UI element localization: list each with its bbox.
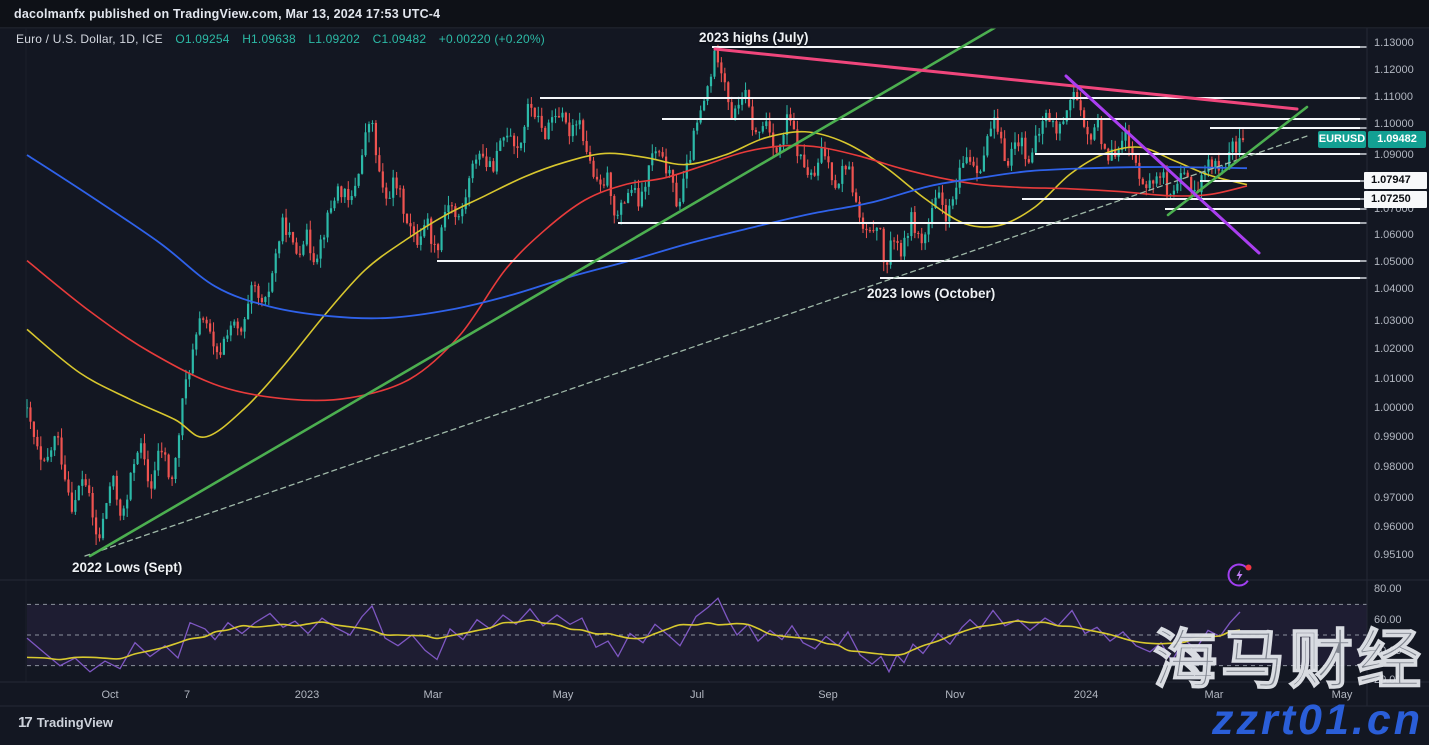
ohlc-open: O1.09254 (175, 32, 230, 46)
price-axis-label: 1.01000 (1374, 373, 1414, 385)
annotation-2022-lows: 2022 Lows (Sept) (72, 560, 183, 575)
lightning-icon[interactable] (1226, 561, 1256, 591)
purple-steep-resistance (1064, 74, 1261, 255)
attribution-bar: dacolmanfx published on TradingView.com,… (0, 0, 1429, 28)
price-axis-label: 0.98000 (1374, 461, 1414, 473)
chart-legend[interactable]: Euro / U.S. Dollar, 1D, ICE O1.09254 H1.… (16, 32, 545, 46)
price-axis-label: 0.96000 (1374, 521, 1414, 533)
level-badge-107947: 1.07947 (1364, 172, 1427, 189)
rsi-axis-label: 40.00 (1374, 645, 1402, 657)
time-axis-label: Nov (945, 689, 965, 701)
level-badge-107250: 1.07250 (1364, 191, 1427, 208)
time-axis-label: Sep (818, 689, 838, 701)
tradingview-logo-text: TradingView (36, 715, 114, 730)
rsi-axis-label: 80.00 (1374, 583, 1402, 595)
tradingview-logo-icon: 17 (18, 714, 33, 731)
rsi-axis-label: 20.00 (1374, 674, 1402, 686)
price-axis-label: 1.09000 (1374, 149, 1414, 161)
green-short-support (1166, 105, 1309, 217)
time-axis-label: 2023 (294, 689, 320, 701)
price-axis-label: 1.04000 (1374, 283, 1414, 295)
rsi-axis-label: 60.00 (1374, 614, 1402, 626)
watermark-cn: 海马财经 (1152, 623, 1425, 697)
price-axis-label: 1.12000 (1374, 64, 1414, 76)
price-axis-label: 1.03000 (1374, 315, 1414, 327)
rsi-ma-line (26, 619, 1241, 661)
symbol-title: Euro / U.S. Dollar, 1D, ICE (16, 32, 163, 46)
time-axis-label: May (1331, 689, 1353, 701)
green-long-support (88, 18, 1010, 558)
price-axis-label: 1.10000 (1374, 118, 1414, 130)
ohlc-close: C1.09482 (372, 32, 427, 46)
price-axis-label: 0.95100 (1374, 549, 1414, 561)
symbol-badge: EURUSD (1318, 131, 1366, 148)
price-axis-label: 1.00000 (1374, 402, 1414, 414)
ma-mid-red (26, 144, 1248, 402)
attribution-text: dacolmanfx published on TradingView.com,… (14, 7, 441, 21)
time-axis-label: 2024 (1073, 689, 1099, 701)
time-axis-label: Mar (1204, 689, 1224, 701)
time-axis-label: Mar (423, 689, 443, 701)
ohlc-low: L1.09202 (308, 32, 361, 46)
candles (25, 44, 1245, 546)
price-axis-label: 1.13000 (1374, 37, 1414, 49)
tradingview-logo[interactable]: 17 TradingView (18, 714, 113, 731)
annotation-2023-lows: 2023 lows (October) (867, 286, 996, 301)
annotation-2023-highs: 2023 highs (July) (699, 30, 809, 45)
price-axis-label: 1.02000 (1374, 343, 1414, 355)
time-axis-label: 7 (183, 689, 191, 701)
time-axis-label: Oct (101, 689, 119, 701)
ohlc-high: H1.09638 (242, 32, 296, 46)
price-axis-label: 0.97000 (1374, 492, 1414, 504)
price-axis-label: 1.06000 (1374, 229, 1414, 241)
watermark-url: zzrt01.cn (1211, 696, 1423, 744)
pink-descending-resistance (713, 47, 1299, 111)
price-axis-label: 1.05000 (1374, 256, 1414, 268)
dashed-long-support (84, 134, 1311, 557)
price-axis-label: 0.99000 (1374, 431, 1414, 443)
rsi-band (27, 604, 1367, 666)
ma-fast-yellow (26, 130, 1248, 438)
time-axis-label: Jul (689, 689, 705, 701)
price-axis-label: 1.11000 (1374, 91, 1413, 103)
last-price-badge: 1.09482 (1368, 131, 1426, 148)
time-axis-label: May (552, 689, 574, 701)
price-change: +0.00220 (+0.20%) (438, 32, 545, 46)
